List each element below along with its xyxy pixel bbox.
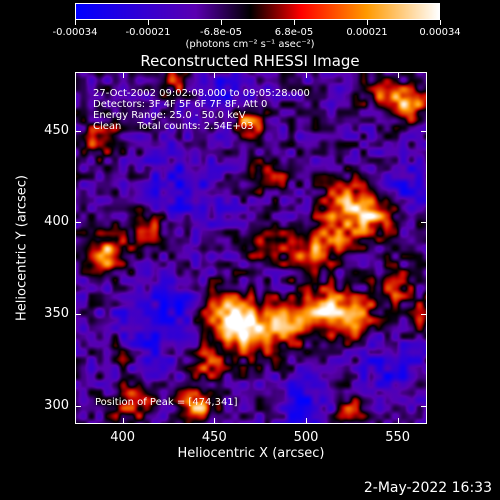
x-tick-label: 450 bbox=[201, 430, 227, 445]
colorbar-tick-label: -6.8e-05 bbox=[200, 27, 242, 38]
datestamp: 2-May-2022 16:33 bbox=[363, 480, 492, 496]
peak-position: Position of Peak = [474,341] bbox=[95, 397, 238, 408]
info-detectors: Detectors: 3F 4F 5F 6F 7F 8F, Att 0 bbox=[93, 99, 268, 110]
x-tick-label: 400 bbox=[110, 430, 136, 445]
x-tick-mark bbox=[397, 72, 399, 78]
colorbar-tick-mark bbox=[367, 20, 368, 25]
y-tick-mark bbox=[75, 130, 81, 132]
x-tick-label: 500 bbox=[293, 430, 319, 445]
colorbar bbox=[75, 3, 440, 20]
y-tick-label: 350 bbox=[44, 306, 69, 321]
x-tick-mark bbox=[122, 72, 124, 78]
x-tick-mark bbox=[306, 72, 307, 78]
image-title: Reconstructed RHESSI Image bbox=[140, 52, 360, 70]
colorbar-tick-mark bbox=[75, 20, 76, 25]
colorbar-tick-label: 0.00034 bbox=[419, 27, 461, 38]
y-tick-label: 400 bbox=[44, 214, 69, 230]
y-tick-mark bbox=[421, 405, 427, 407]
x-tick-mark bbox=[122, 418, 124, 424]
y-axis-label: Heliocentric Y (arcsec) bbox=[14, 175, 30, 321]
colorbar-tick-mark bbox=[221, 20, 222, 25]
colorbar-tick-mark bbox=[148, 20, 149, 25]
x-tick-mark bbox=[306, 418, 307, 424]
y-tick-label: 450 bbox=[44, 122, 69, 138]
x-tick-mark bbox=[397, 418, 399, 424]
x-axis-label: Heliocentric X (arcsec) bbox=[177, 446, 325, 461]
colorbar-tick-label: -0.00021 bbox=[125, 27, 171, 38]
x-tick-mark bbox=[214, 418, 216, 424]
colorbar-tick-mark bbox=[440, 20, 441, 25]
x-tick-label: 550 bbox=[385, 430, 411, 445]
x-tick-mark bbox=[214, 72, 216, 78]
y-tick-mark bbox=[75, 405, 81, 407]
info-method-counts: Clean Total counts: 2.54E+03 bbox=[93, 121, 254, 132]
y-tick-mark bbox=[75, 222, 81, 224]
info-energy-range: Energy Range: 25.0 - 50.0 keV bbox=[93, 110, 246, 121]
colorbar-units: (photons cm⁻² s⁻¹ asec⁻²) bbox=[185, 39, 315, 50]
colorbar-tick-label: -0.00034 bbox=[52, 27, 98, 38]
rhessi-image bbox=[75, 72, 427, 424]
colorbar-tick-mark bbox=[294, 20, 295, 25]
y-tick-mark bbox=[421, 314, 427, 315]
y-tick-mark bbox=[421, 222, 427, 224]
y-tick-label: 300 bbox=[44, 397, 69, 413]
y-tick-mark bbox=[75, 314, 81, 315]
info-time-range: 27-Oct-2002 09:02:08.000 to 09:05:28.000 bbox=[93, 88, 310, 99]
y-tick-mark bbox=[421, 130, 427, 132]
colorbar-tick-label: 6.8e-05 bbox=[274, 27, 314, 38]
colorbar-tick-label: 0.00021 bbox=[346, 27, 388, 38]
